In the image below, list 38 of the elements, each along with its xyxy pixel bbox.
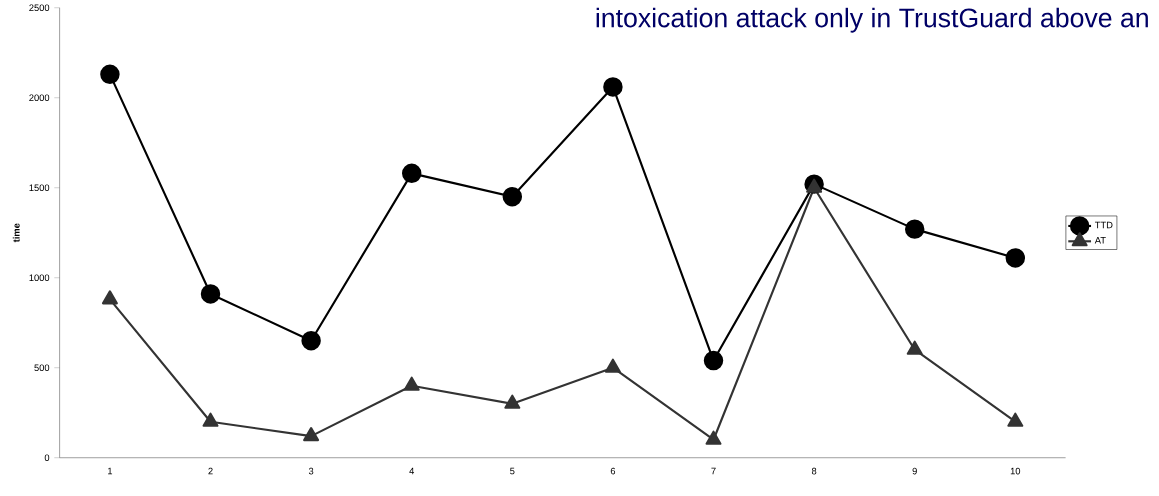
y-tick-label: 2500 (29, 4, 50, 12)
x-tick-label: 1 (108, 468, 113, 475)
chart-title: intoxication attack only in TrustGuard above an (596, 8, 1148, 33)
y-tick-label: 1000 (29, 274, 50, 282)
point (1007, 412, 1024, 428)
point (100, 64, 120, 85)
point (101, 290, 118, 305)
x-tick-label: 2 (208, 468, 213, 475)
legend-label: TTD (1094, 221, 1113, 229)
y-tick-label: 2000 (29, 94, 50, 102)
x-tick-label: 6 (610, 468, 616, 475)
point (703, 351, 724, 371)
point (200, 284, 221, 304)
x-tick-label: 10 (1010, 468, 1021, 475)
x-tick-label: 7 (711, 468, 716, 475)
point (504, 394, 521, 410)
point (303, 427, 320, 442)
point (604, 358, 621, 374)
x-tick-label: 9 (912, 468, 917, 475)
point (906, 340, 923, 356)
y-tick-label: 1500 (29, 184, 50, 192)
point (502, 187, 523, 207)
point (904, 219, 925, 240)
y-tick-label: 0 (44, 454, 50, 462)
x-tick-label: 8 (811, 468, 817, 475)
y-tick-label: 500 (34, 364, 50, 372)
point (403, 376, 420, 392)
x-tick-label: 3 (308, 468, 314, 475)
y-axis-title: time (12, 223, 20, 243)
x-tick-label: 5 (510, 468, 515, 475)
point (202, 412, 219, 428)
x-tick-label: 4 (409, 468, 415, 475)
point (301, 331, 321, 351)
point (1005, 248, 1026, 268)
legend-label: AT (1094, 237, 1106, 244)
point (401, 163, 422, 184)
point (705, 430, 722, 446)
point (603, 77, 623, 97)
